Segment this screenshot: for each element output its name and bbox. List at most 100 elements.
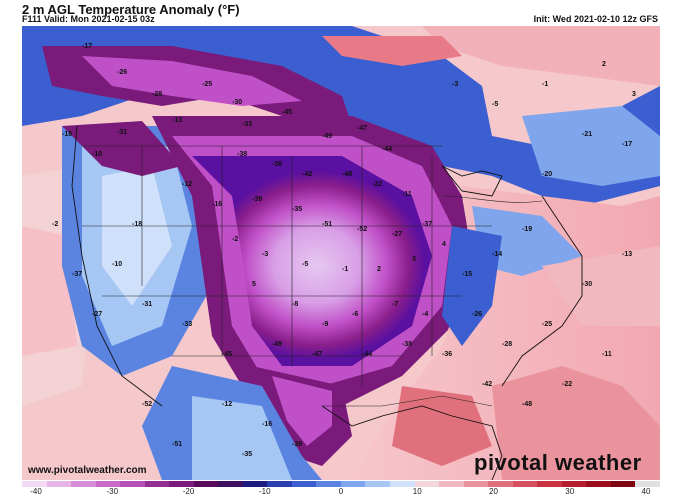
anomaly-value: -52 [142, 401, 152, 408]
anomaly-value: -7 [392, 301, 398, 308]
anomaly-value: 5 [252, 281, 256, 288]
anomaly-value: -3 [452, 81, 458, 88]
colorbar-swatch [586, 481, 611, 487]
anomaly-value: -33 [242, 121, 252, 128]
colorbar-swatch [365, 481, 390, 487]
anomaly-value: -39 [252, 196, 262, 203]
colorbar-swatch [316, 481, 341, 487]
anomaly-value: -47 [312, 351, 322, 358]
anomaly-value: -16 [262, 421, 272, 428]
anomaly-value: -35 [242, 451, 252, 458]
anomaly-value: 2 [377, 266, 381, 273]
colorbar-tick-label: -40 [30, 487, 42, 496]
anomaly-value: -27 [392, 231, 402, 238]
anomaly-value: -33 [182, 321, 192, 328]
colorbar-swatch [488, 481, 513, 487]
anomaly-value-labels: -17-26-28-25-30-13-18-10-31-33-45-49-47-… [52, 43, 636, 458]
anomaly-value: -9 [322, 321, 328, 328]
anomaly-value: -15 [462, 271, 472, 278]
colorbar-tick-label: 10 [412, 487, 422, 496]
anomaly-value: -44 [382, 146, 392, 153]
anomaly-value: -22 [372, 181, 382, 188]
colorbar-ticks: -40 -30 -20 -10 0 10 20 30 40 [22, 487, 660, 496]
anomaly-value: -10 [112, 261, 122, 268]
colorbar-swatch [537, 481, 562, 487]
anomaly-value: -37 [422, 221, 432, 228]
colorbar-swatch [120, 481, 145, 487]
colorbar-tick-label: 30 [565, 487, 575, 496]
anomaly-value: -2 [52, 221, 58, 228]
anomaly-value: -20 [542, 171, 552, 178]
anomaly-value: -31 [142, 301, 152, 308]
anomaly-value: 4 [442, 241, 446, 248]
anomaly-value: -25 [542, 321, 552, 328]
colorbar-swatch [463, 481, 489, 487]
colorbar-swatch [561, 481, 587, 487]
colorbar-swatch [439, 481, 464, 487]
anomaly-value: -13 [172, 117, 182, 124]
colorbar-tick-label: 20 [489, 487, 498, 496]
anomaly-value: -51 [322, 221, 332, 228]
anomaly-value: -18 [132, 221, 142, 228]
colorbar-swatch [169, 481, 194, 487]
anomaly-value: -8 [292, 301, 298, 308]
anomaly-value: -28 [152, 91, 162, 98]
anomaly-value: -22 [562, 381, 572, 388]
colorbar-swatches [22, 481, 660, 487]
anomaly-value: -35 [292, 206, 302, 213]
anomaly-value: -1 [542, 81, 548, 88]
anomaly-value: -52 [357, 226, 367, 233]
anomaly-value: -48 [522, 401, 532, 408]
anomaly-value: -48 [342, 171, 352, 178]
colorbar-swatch [267, 481, 292, 487]
colorbar-swatch [71, 481, 96, 487]
website-label: www.pivotalweather.com [28, 465, 147, 476]
anomaly-value: -6 [352, 311, 358, 318]
anomaly-value: -38 [237, 151, 247, 158]
state-borders [82, 145, 543, 407]
anomaly-value: -17 [622, 141, 632, 148]
anomaly-value: -4 [422, 311, 428, 318]
anomaly-value: -49 [322, 133, 332, 140]
anomaly-value: -51 [172, 441, 182, 448]
anomaly-value: -37 [72, 271, 82, 278]
colorbar-swatch [218, 481, 243, 487]
anomaly-value: -42 [302, 171, 312, 178]
colorbar-swatch [242, 481, 268, 487]
temperature-anomaly-map: -17 -26 -28 -25 -30 -13 -18 -10 -31 -33 -45 -49 -47-… [22, 26, 660, 480]
brand-logo: pivotal weather [474, 450, 642, 475]
anomaly-value: -31 [117, 129, 127, 136]
anomaly-value: -5 [302, 261, 308, 268]
anomaly-value: -30 [582, 281, 592, 288]
anomaly-value: 2 [602, 61, 606, 68]
colorbar-tick-label: -30 [106, 487, 119, 496]
init-time: Init: Wed 2021-02-10 12z GFS [533, 14, 658, 24]
colorbar-swatch [340, 481, 366, 487]
map-canvas: -17-26-28-25-30-13-18-10-31-33-45-49-47-… [22, 26, 660, 480]
colorbar-swatch [389, 481, 415, 487]
colorbar-swatch [414, 481, 440, 487]
anomaly-value: -26 [472, 311, 482, 318]
anomaly-value: -28 [502, 341, 512, 348]
anomaly-value: -18 [62, 131, 72, 138]
anomaly-value: -21 [582, 131, 592, 138]
colorbar-swatch [144, 481, 170, 487]
anomaly-value: -25 [202, 81, 212, 88]
header: 2 m AGL Temperature Anomaly (°F) F111 Va… [0, 0, 700, 26]
anomaly-value: -3 [262, 251, 268, 258]
anomaly-value: -38 [402, 341, 412, 348]
anomaly-value: -36 [272, 161, 282, 168]
anomaly-value: -45 [282, 109, 292, 116]
anomaly-value: -27 [92, 311, 102, 318]
colorbar-swatch [512, 481, 538, 487]
colorbar-swatch [610, 481, 636, 487]
anomaly-value: -42 [482, 381, 492, 388]
anomaly-value: -44 [362, 351, 372, 358]
colorbar-tick-label: 40 [641, 487, 651, 496]
colorbar-swatch [635, 481, 660, 487]
anomaly-value: -10 [92, 151, 102, 158]
colorbar-tick-label: -10 [258, 487, 271, 496]
anomaly-value: -11 [602, 351, 612, 358]
anomaly-value: -11 [402, 191, 412, 198]
anomaly-value: -12 [222, 401, 232, 408]
